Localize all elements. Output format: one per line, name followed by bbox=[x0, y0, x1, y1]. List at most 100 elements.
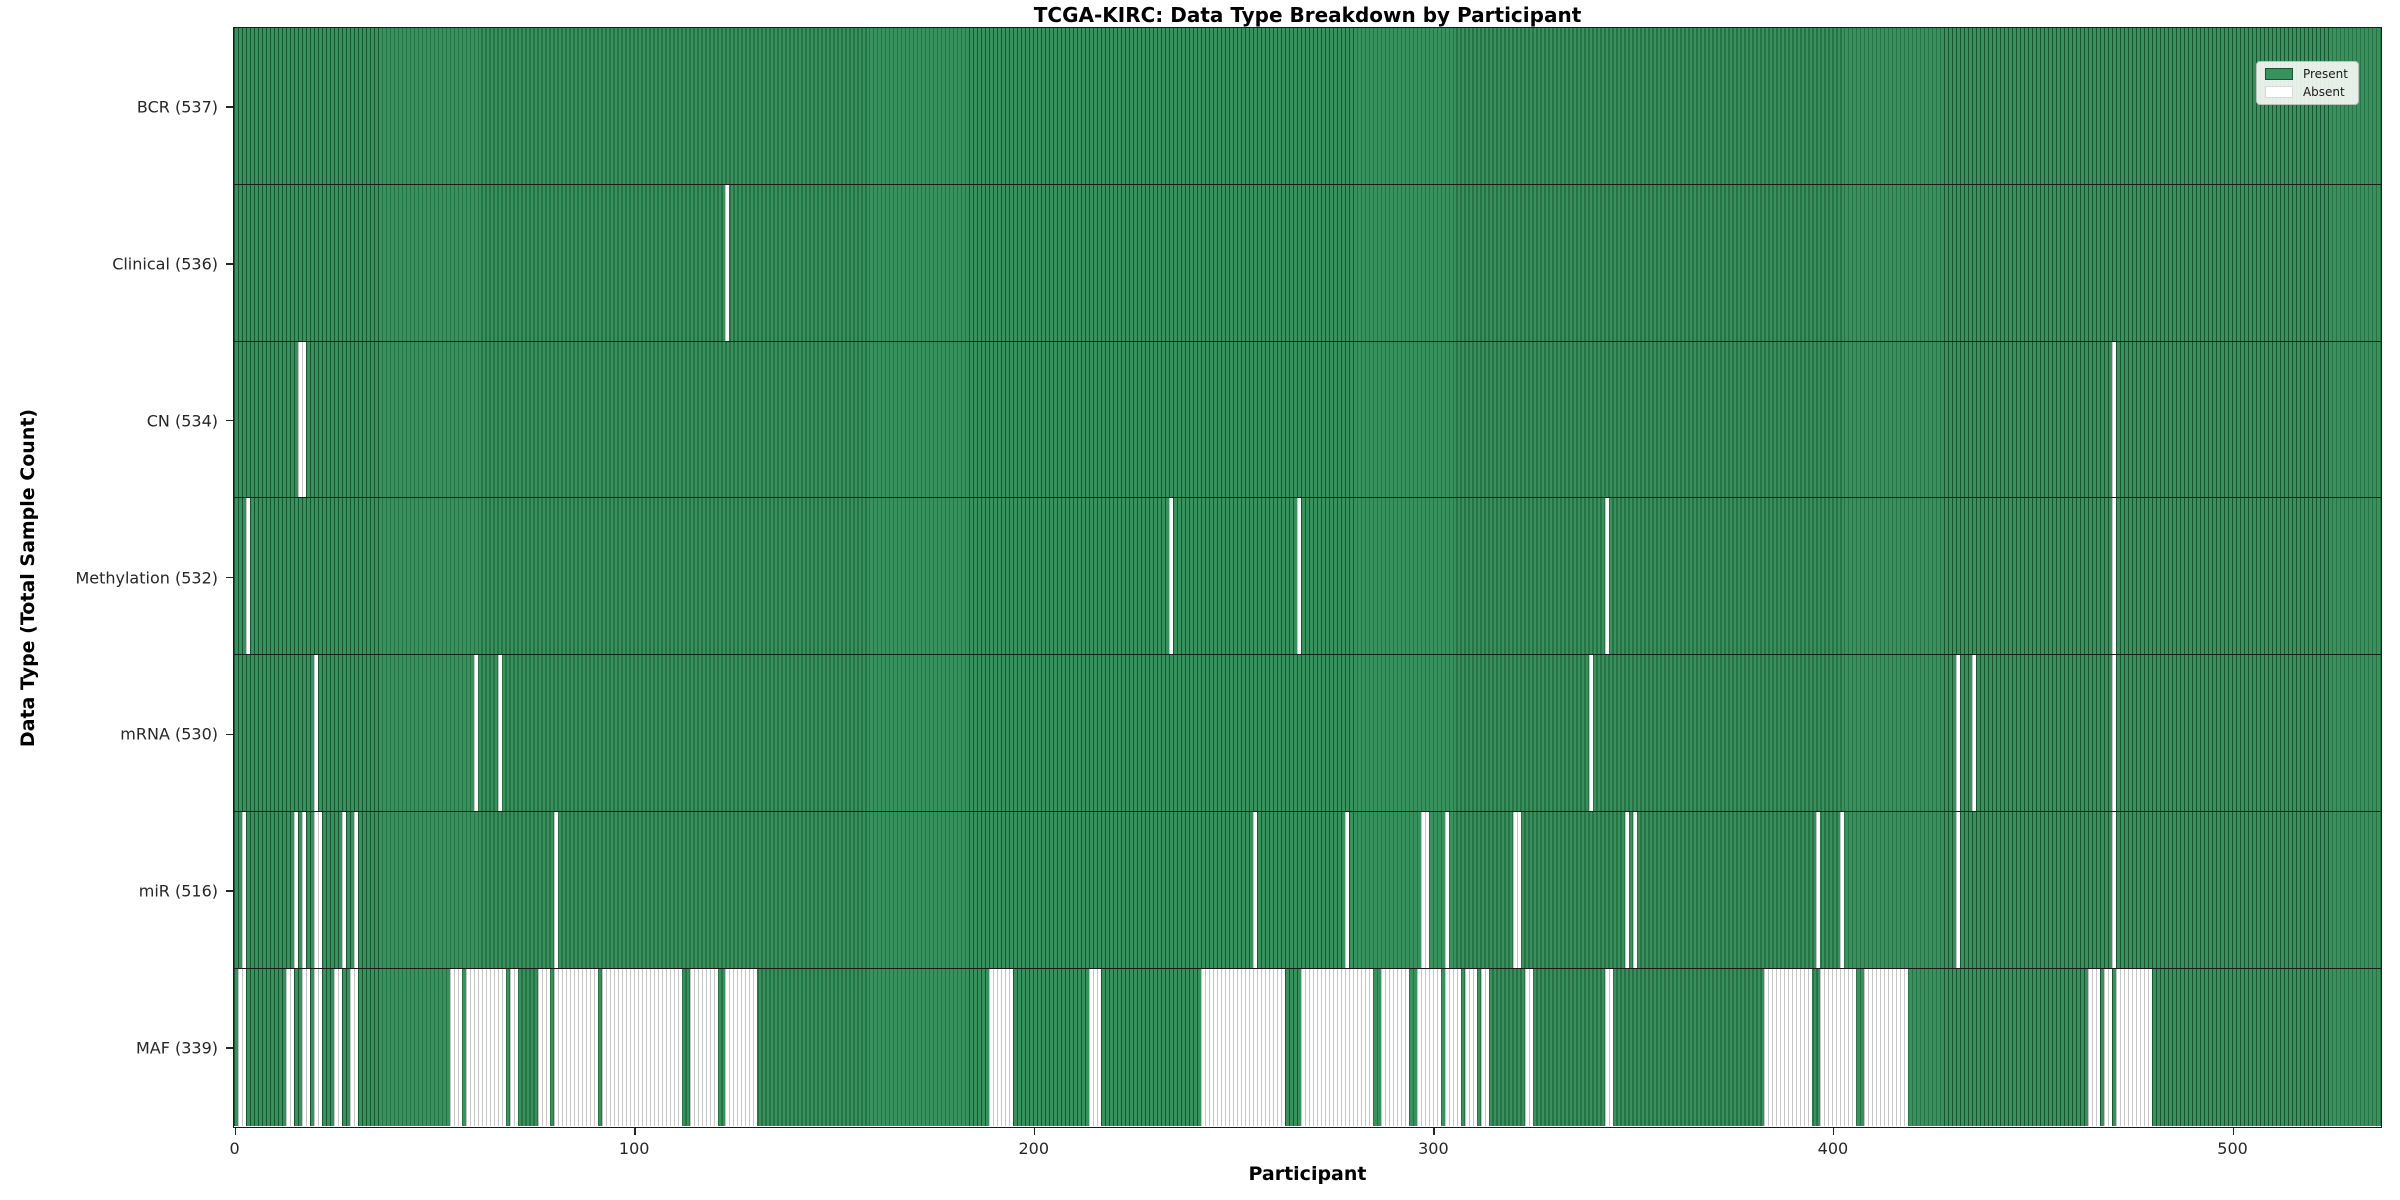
xtick-mark bbox=[1033, 1128, 1036, 1135]
legend-label-present: Present bbox=[2302, 67, 2348, 81]
absent-gap-mir bbox=[313, 812, 322, 968]
ytick-mark bbox=[226, 263, 233, 265]
present-swatch-icon bbox=[2264, 68, 2293, 80]
heatmap-row-cn bbox=[234, 341, 2381, 499]
absent-gap-mrna bbox=[1956, 655, 1961, 812]
absent-gap-maf bbox=[1764, 968, 1813, 1126]
ytick-label-clinical: Clinical (536) bbox=[112, 254, 218, 274]
xtick-mark bbox=[2232, 1128, 2234, 1135]
heatmap-row-bcr bbox=[234, 28, 2381, 185]
absent-gap-methylation bbox=[1604, 498, 1609, 655]
absent-gap-mir bbox=[1840, 812, 1845, 968]
absent-gap-mir bbox=[2112, 812, 2117, 968]
absent-gap-maf bbox=[1864, 968, 1909, 1126]
absent-gap-mir bbox=[553, 812, 558, 968]
xtick-mark bbox=[1832, 1128, 1835, 1135]
ytick-mark bbox=[226, 1047, 233, 1049]
absent-gap-maf bbox=[2088, 968, 2101, 1126]
absent-gap-mir bbox=[1344, 812, 1349, 968]
xtick-label-500: 500 bbox=[2217, 1139, 2248, 1158]
absent-gap-methylation bbox=[2112, 498, 2117, 655]
absent-gap-maf bbox=[537, 968, 550, 1126]
absent-gap-maf bbox=[465, 968, 506, 1126]
absent-gap-maf bbox=[1604, 968, 1613, 1126]
absent-gap-mir bbox=[1512, 812, 1521, 968]
absent-gap-mrna bbox=[497, 655, 502, 812]
legend: Present Absent bbox=[2255, 61, 2359, 105]
ytick-label-bcr: BCR (537) bbox=[136, 97, 218, 117]
absent-gap-mir bbox=[1816, 812, 1821, 968]
ytick-label-mir: miR (516) bbox=[138, 881, 218, 901]
x-axis-label: Participant bbox=[1248, 1163, 1367, 1185]
xtick-mark bbox=[1433, 1128, 1435, 1135]
absent-gap-cn bbox=[297, 341, 306, 498]
absent-gap-maf bbox=[1464, 968, 1477, 1126]
absent-gap-mir bbox=[1632, 812, 1637, 968]
absent-gap-maf bbox=[509, 968, 518, 1126]
xtick-mark bbox=[634, 1128, 636, 1135]
absent-gap-maf bbox=[1524, 968, 1533, 1126]
absent-gap-methylation bbox=[245, 498, 250, 655]
absent-gap-mir bbox=[301, 812, 306, 968]
absent-gap-mir bbox=[341, 812, 346, 968]
xtick-label-0: 0 bbox=[229, 1139, 240, 1158]
plot-area: Present Absent bbox=[233, 27, 2382, 1128]
xtick-label-100: 100 bbox=[618, 1139, 650, 1158]
absent-gap-mir bbox=[241, 812, 246, 968]
absent-gap-maf bbox=[2104, 968, 2113, 1126]
absent-gap-mrna bbox=[473, 655, 478, 812]
legend-label-absent: Absent bbox=[2302, 85, 2345, 99]
absent-swatch-icon bbox=[2264, 86, 2293, 98]
absent-gap-maf bbox=[1444, 968, 1461, 1126]
ytick-label-cn: CN (534) bbox=[146, 411, 218, 431]
ytick-mark bbox=[226, 106, 233, 108]
ytick-label-mrna: mRNA (530) bbox=[120, 724, 218, 744]
heatmap-rows bbox=[234, 28, 2381, 1126]
ytick-mark bbox=[226, 733, 233, 736]
ytick-label-methylation: Methylation (532) bbox=[75, 568, 218, 587]
absent-gap-maf bbox=[1380, 968, 1409, 1126]
absent-gap-methylation bbox=[1296, 498, 1301, 655]
absent-gap-maf bbox=[1300, 968, 1373, 1126]
xtick-mark bbox=[234, 1128, 236, 1135]
ytick-mark bbox=[226, 419, 233, 422]
absent-gap-maf bbox=[237, 968, 246, 1126]
chart-title: TCGA-KIRC: Data Type Breakdown by Partic… bbox=[1033, 3, 1582, 27]
heatmap-row-methylation bbox=[234, 498, 2381, 656]
absent-gap-mir bbox=[1420, 812, 1429, 968]
absent-gap-maf bbox=[2116, 968, 2153, 1126]
absent-gap-maf bbox=[989, 968, 1014, 1126]
absent-gap-maf bbox=[553, 968, 598, 1126]
absent-gap-maf bbox=[1416, 968, 1441, 1126]
xtick-label-400: 400 bbox=[1817, 1139, 1849, 1158]
absent-gap-maf bbox=[313, 968, 322, 1126]
absent-gap-cn bbox=[2112, 341, 2117, 498]
legend-entry-present: Present bbox=[2264, 67, 2348, 81]
absent-gap-mir bbox=[1252, 812, 1257, 968]
xtick-label-200: 200 bbox=[1018, 1139, 1050, 1158]
heatmap-row-mir bbox=[234, 812, 2381, 969]
absent-gap-maf bbox=[333, 968, 342, 1126]
absent-gap-maf bbox=[1480, 968, 1489, 1126]
absent-gap-maf bbox=[601, 968, 682, 1126]
absent-gap-maf bbox=[1201, 968, 1285, 1126]
ytick-mark bbox=[226, 890, 233, 892]
absent-gap-mir bbox=[1956, 812, 1961, 968]
absent-gap-mrna bbox=[313, 655, 318, 812]
absent-gap-mrna bbox=[1972, 655, 1977, 812]
absent-gap-mrna bbox=[1588, 655, 1593, 812]
absent-gap-mir bbox=[1624, 812, 1629, 968]
absent-gap-maf bbox=[689, 968, 718, 1126]
absent-gap-maf bbox=[285, 968, 294, 1126]
ytick-mark bbox=[226, 576, 233, 579]
absent-gap-maf bbox=[1820, 968, 1857, 1126]
absent-gap-maf bbox=[301, 968, 310, 1126]
heatmap-row-clinical bbox=[234, 184, 2381, 342]
legend-entry-absent: Absent bbox=[2264, 85, 2348, 99]
absent-gap-mir bbox=[293, 812, 298, 968]
absent-gap-mir bbox=[1444, 812, 1449, 968]
absent-gap-maf bbox=[725, 968, 758, 1126]
absent-gap-maf bbox=[349, 968, 358, 1126]
absent-gap-mrna bbox=[2112, 655, 2117, 812]
